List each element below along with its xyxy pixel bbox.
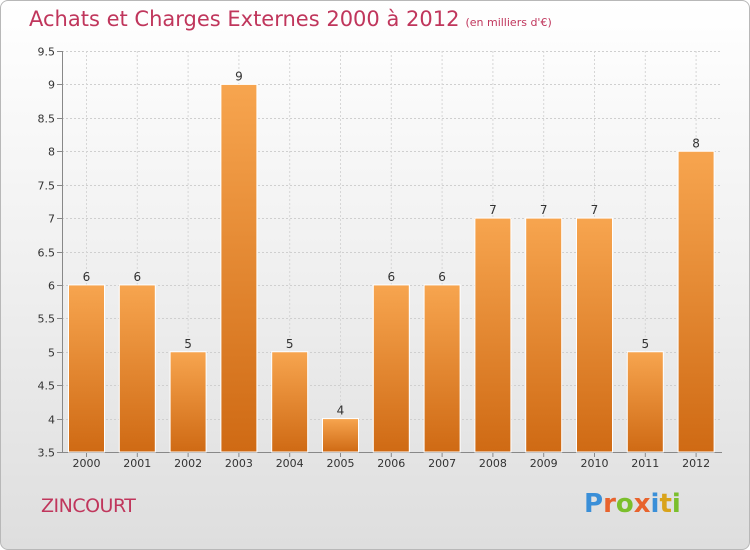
bar — [271, 351, 309, 453]
bar — [626, 351, 664, 453]
x-tick-label: 2002 — [174, 457, 202, 470]
logo-letter: o — [615, 489, 634, 519]
labels: 3.5 4 4.5 5 5.5 6 6.5 7 7.5 8 8.5 9 9.5 6 2000 6 2001 5 20… — [38, 46, 711, 471]
y-tick-label: 8 — [48, 146, 55, 159]
x-tick-label: 2000 — [73, 457, 101, 470]
title-unit: (en milliers d'€) — [465, 16, 552, 29]
bar — [322, 418, 359, 453]
data-label: 7 — [489, 203, 497, 217]
data-label: 5 — [286, 337, 294, 351]
x-tick-label: 2003 — [225, 457, 253, 470]
y-tick-label: 5.5 — [38, 313, 56, 326]
data-label: 4 — [337, 404, 345, 418]
bar — [118, 284, 156, 453]
y-tick-label: 4 — [48, 414, 55, 427]
data-label: 6 — [387, 270, 395, 284]
y-tick-label: 8.5 — [38, 113, 56, 126]
x-tick-label: 2012 — [682, 457, 710, 470]
data-label: 5 — [641, 337, 649, 351]
bar — [372, 284, 410, 453]
bar — [423, 284, 461, 453]
logo-letter: i — [671, 489, 681, 519]
x-tick-label: 2009 — [530, 457, 558, 470]
y-tick-label: 6 — [48, 280, 55, 293]
logo-letter: r — [603, 489, 616, 519]
logo-letter: P — [584, 489, 604, 519]
x-tick-label: 2001 — [123, 457, 151, 470]
bar — [220, 83, 258, 453]
bar — [525, 217, 563, 453]
y-tick-label: 7 — [48, 213, 55, 226]
data-label: 6 — [83, 270, 91, 284]
city-name: ZINCOURT — [41, 495, 136, 517]
x-tick-label: 2010 — [581, 457, 609, 470]
data-label: 9 — [235, 69, 243, 83]
bar — [677, 150, 715, 453]
bar — [169, 351, 207, 453]
logo-letter: x — [633, 489, 651, 519]
y-tick-label: 3.5 — [38, 447, 56, 460]
proxiti-logo: Proxiti — [584, 489, 681, 519]
y-tick-label: 9.5 — [38, 46, 56, 59]
bar — [68, 284, 105, 453]
x-tick-label: 2004 — [276, 457, 304, 470]
data-label: 6 — [438, 270, 446, 284]
y-tick-label: 9 — [48, 79, 55, 92]
data-label: 6 — [133, 270, 141, 284]
chart-title: Achats et Charges Externes 2000 à 2012 (e… — [29, 7, 552, 31]
x-tick-label: 2011 — [631, 457, 659, 470]
x-tick-label: 2008 — [479, 457, 507, 470]
x-tick-label: 2007 — [428, 457, 456, 470]
logo-letter: i — [650, 489, 660, 519]
y-tick-label: 5 — [48, 347, 55, 360]
bar — [474, 217, 512, 453]
data-label: 7 — [591, 203, 599, 217]
x-tick-label: 2005 — [327, 457, 355, 470]
y-tick-label: 6.5 — [38, 247, 56, 260]
bars — [68, 83, 715, 453]
data-label: 8 — [692, 136, 700, 150]
y-tick-label: 4.5 — [38, 380, 56, 393]
data-label: 7 — [540, 203, 548, 217]
bar — [576, 217, 613, 453]
data-label: 5 — [184, 337, 192, 351]
logo-letter: t — [659, 489, 672, 519]
x-tick-label: 2006 — [377, 457, 405, 470]
y-tick-label: 7.5 — [38, 180, 56, 193]
title-main: Achats et Charges Externes 2000 à 2012 — [29, 7, 460, 31]
